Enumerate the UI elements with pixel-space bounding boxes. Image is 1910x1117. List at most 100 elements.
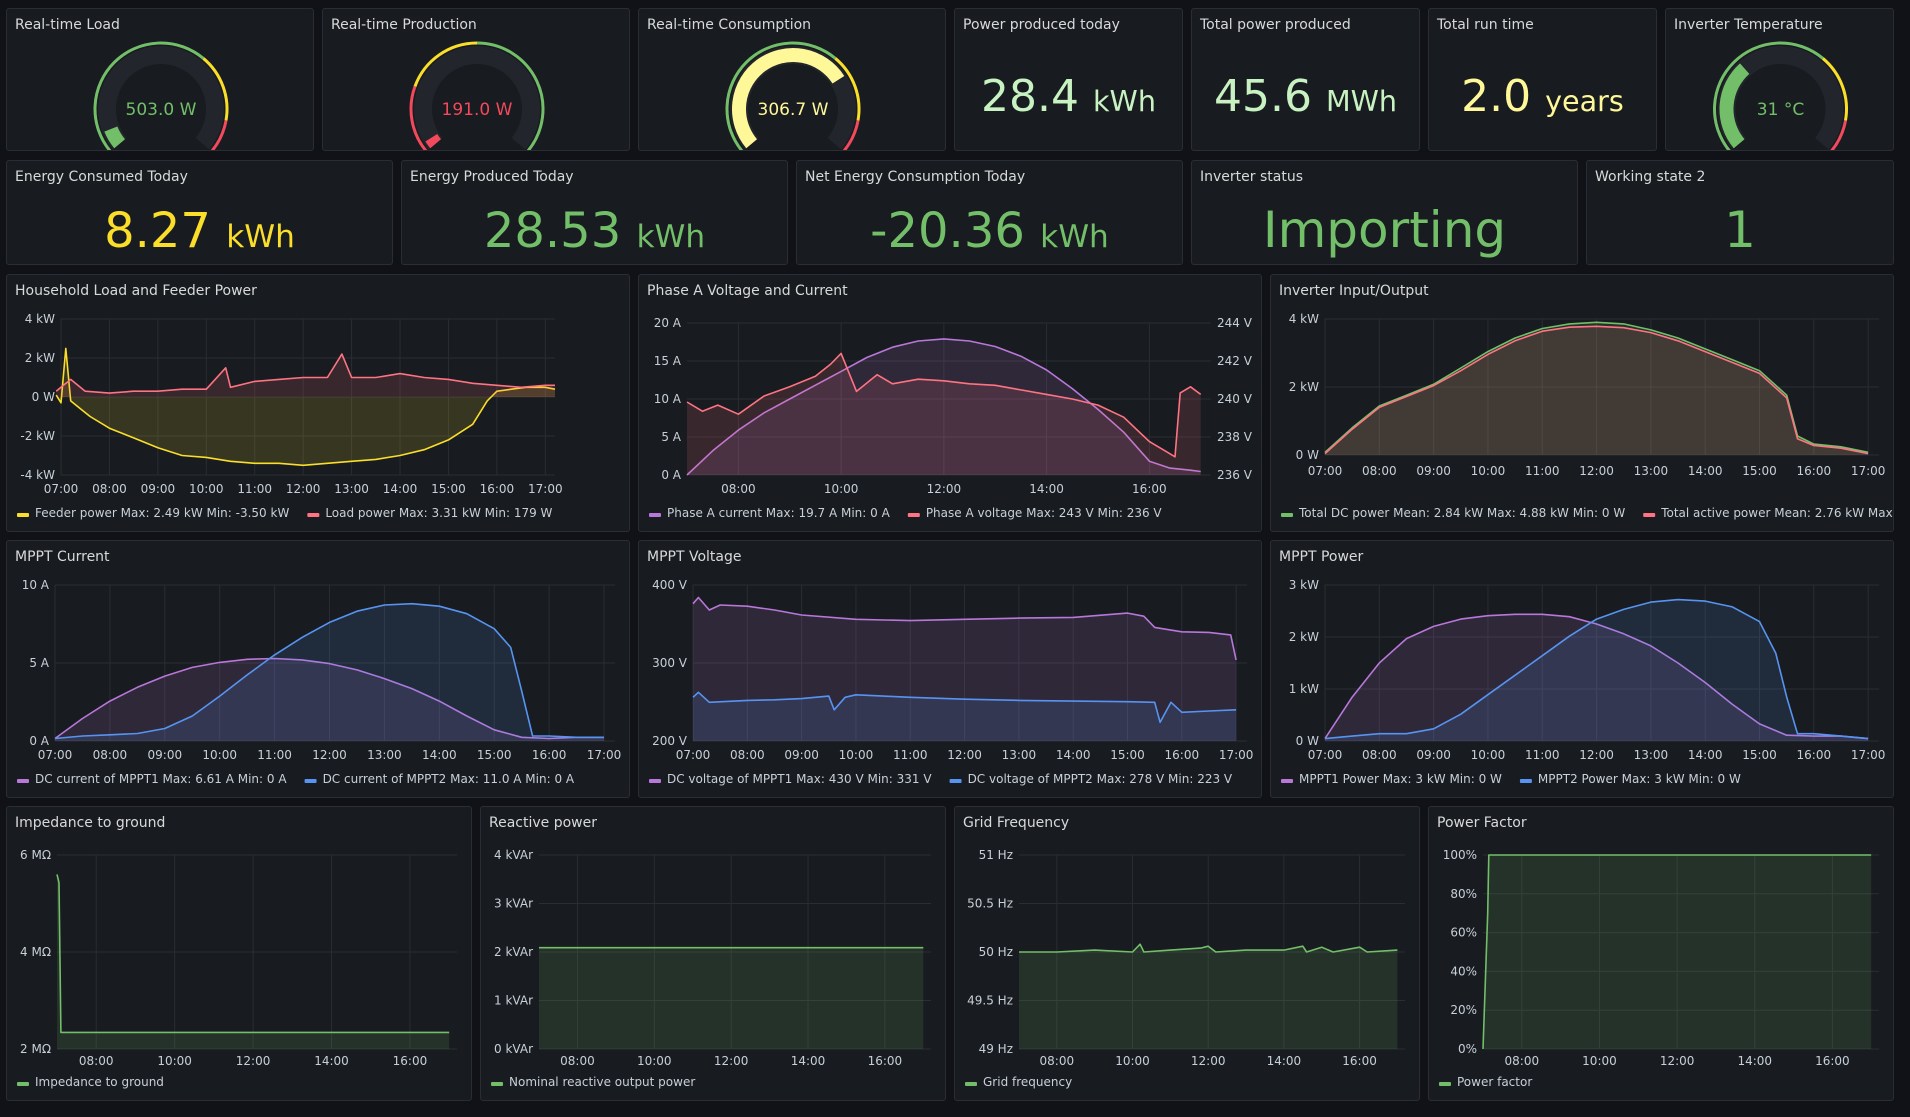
gauge-threshold-band <box>476 41 545 150</box>
x-tick-label: 08:00 <box>560 1054 595 1068</box>
chart-panel-power-factor[interactable]: Power Factor 100% 80% 60% 40% 20% 0% 08:00 10:0… <box>1428 806 1894 1101</box>
x-tick-label: 07:00 <box>676 748 711 762</box>
x-tick-label: 10:00 <box>824 482 859 496</box>
chart-panel-household[interactable]: Household Load and Feeder Power 4 kW 2 kW… <box>6 274 630 532</box>
gauge-track <box>98 46 224 150</box>
gauge-panel-consumption[interactable]: Real-time Consumption 306.7 W <box>638 8 946 151</box>
gauge-panel-load[interactable]: Real-time Load 503.0 W <box>6 8 314 151</box>
legend-item: MPPT2 Power Max: 3 kW Min: 0 W <box>1538 772 1741 786</box>
gauge-track <box>414 46 540 150</box>
x-tick-label: 14:00 <box>1737 1054 1772 1068</box>
x-tick-label: 16:00 <box>1815 1054 1850 1068</box>
stat-number: -20.36 <box>870 203 1025 259</box>
legend-swatch <box>304 779 317 783</box>
stat-panel-run-time[interactable]: Total run time 2.0 years <box>1428 8 1657 151</box>
x-tick-label: 08:00 <box>1505 1054 1540 1068</box>
chart-panel-reactive[interactable]: Reactive power 4 kVAr 3 kVAr 2 kVAr 1 kVAr 0… <box>480 806 946 1101</box>
stat-number: 28.53 <box>483 203 622 259</box>
x-tick-label: 10:00 <box>839 748 874 762</box>
chart-reactive: 4 kVAr 3 kVAr 2 kVAr 1 kVAr 0 kVAr 08:00 10:00… <box>491 848 931 1089</box>
stat-panel-total-produced[interactable]: Total power produced 45.6 MWh <box>1191 8 1420 151</box>
x-tick-label: 15:00 <box>1742 464 1777 478</box>
chart-panel-impedance[interactable]: Impedance to ground 6 MΩ 4 MΩ 2 MΩ 08:00 10:… <box>6 806 472 1101</box>
y-tick-label: 4 kVAr <box>494 848 533 862</box>
y-tick-label: 80% <box>1450 887 1477 901</box>
gauge-panel-temperature[interactable]: Inverter Temperature 31 °C <box>1665 8 1894 151</box>
chart-panel-mppt-power[interactable]: MPPT Power 3 kW 2 kW 1 kW 0 W 07:00 08:00 09:0… <box>1270 540 1894 798</box>
panel-title: Household Load and Feeder Power <box>15 283 257 299</box>
chart-power-factor: 100% 80% 60% 40% 20% 0% 08:00 10:00 12:00 14:00 16… <box>1439 848 1879 1089</box>
series-fill <box>1325 326 1869 455</box>
series-line <box>1324 325 1869 455</box>
x-tick-label: 10:00 <box>189 482 224 496</box>
panel-title: Reactive power <box>489 815 597 831</box>
y-tick-label: 3 kW <box>1289 578 1319 592</box>
y-tick-label: -4 kW <box>20 468 55 482</box>
gauge-threshold-band <box>409 85 428 150</box>
chart-impedance: 6 MΩ 4 MΩ 2 MΩ 08:00 10:00 12:00 14:00 16:00 Imp… <box>17 848 457 1089</box>
chart-panel-phase[interactable]: Phase A Voltage and Current 20 A 15 A 10 A… <box>638 274 1262 532</box>
x-tick-label: 12:00 <box>1660 1054 1695 1068</box>
stat-panel-energy-produced[interactable]: Energy Produced Today 28.53 kWh <box>401 160 788 265</box>
panel-title: MPPT Current <box>15 549 110 565</box>
stat-value: 1 <box>1724 201 1756 259</box>
chart-panel-inverter[interactable]: Inverter Input/Output 4 kW 2 kW 0 W 07:00 08… <box>1270 274 1894 532</box>
series-fill <box>56 354 555 397</box>
legend-swatch <box>491 1082 503 1086</box>
x-tick-label: 15:00 <box>1110 748 1145 762</box>
x-tick-label: 10:00 <box>1471 464 1506 478</box>
y-tick-label: 4 kW <box>1289 312 1319 326</box>
gauge-value-arc <box>1719 63 1750 149</box>
stat-panel-energy-consumed[interactable]: Energy Consumed Today 8.27 kWh <box>6 160 393 265</box>
y-tick-label: 0 W <box>1296 448 1319 462</box>
chart-mppt-power: 3 kW 2 kW 1 kW 0 W07:00 08:00 09:00 10:00 11:00… <box>1281 578 1885 786</box>
y-tick-label: 2 kW <box>1289 630 1319 644</box>
y-tick-label: 0% <box>1458 1042 1477 1056</box>
series-fill <box>687 353 1201 475</box>
stat-unit: years <box>1545 84 1624 118</box>
chart-panel-frequency[interactable]: Grid Frequency 51 Hz 50.5 Hz 50 Hz 49.5 Hz 4… <box>954 806 1420 1101</box>
y-tick-label: 0 A <box>29 734 49 748</box>
legend-item: Grid frequency <box>983 1075 1072 1089</box>
gauge-threshold-band <box>1830 120 1847 150</box>
x-tick-label: 11:00 <box>237 482 272 496</box>
gauge-threshold-band <box>725 41 837 150</box>
y-tick-label: 300 V <box>652 656 688 670</box>
panel-title: Real-time Consumption <box>647 17 812 33</box>
series-fill <box>56 348 555 466</box>
series-line <box>55 347 556 467</box>
y-tick-label: 40% <box>1450 964 1477 978</box>
y-tick-label: 0 W <box>32 390 55 404</box>
x-tick-label: 08:00 <box>93 748 128 762</box>
x-tick-label: 09:00 <box>1416 464 1451 478</box>
x-tick-label: 13:00 <box>1634 748 1669 762</box>
stat-panel-power-today[interactable]: Power produced today 28.4 kWh <box>954 8 1183 151</box>
x-tick-label: 09:00 <box>148 748 183 762</box>
legend-item: Nominal reactive output power <box>509 1075 695 1089</box>
gauge-threshold-band <box>842 120 860 150</box>
x-tick-label: 10:00 <box>1582 1054 1617 1068</box>
x-tick-label: 14:00 <box>383 482 418 496</box>
stat-value: Importing <box>1262 201 1507 259</box>
x-tick-label: 12:00 <box>1579 748 1614 762</box>
y-tick-label: 2 kW <box>1289 380 1319 394</box>
series-line <box>686 338 1201 476</box>
panel-title: Inverter Input/Output <box>1279 283 1429 299</box>
stat-unit: kWh <box>1040 219 1109 255</box>
stat-panel-inverter-status[interactable]: Inverter status Importing <box>1191 160 1578 265</box>
y-tick-label: 3 kVAr <box>494 897 533 911</box>
stat-number: 8.27 <box>104 203 211 259</box>
chart-panel-mppt-voltage[interactable]: MPPT Voltage 400 V 300 V 200 V 07:00 08:00 09… <box>638 540 1262 798</box>
series-line <box>692 596 1237 661</box>
legend-swatch <box>17 779 29 783</box>
stat-panel-working-state[interactable]: Working state 2 1 <box>1586 160 1894 265</box>
series-line <box>1019 943 1398 953</box>
stat-panel-net-energy[interactable]: Net Energy Consumption Today -20.36 kWh <box>796 160 1183 265</box>
legend-item: Load power Max: 3.31 kW Min: 179 W <box>325 506 552 520</box>
panel-title: Real-time Production <box>331 17 477 33</box>
gauge-panel-production[interactable]: Real-time Production 191.0 W <box>322 8 630 151</box>
panel-title: Inverter status <box>1200 169 1303 185</box>
x-tick-label: 16:00 <box>393 1054 428 1068</box>
y-tick-label: 1 kVAr <box>494 994 533 1008</box>
